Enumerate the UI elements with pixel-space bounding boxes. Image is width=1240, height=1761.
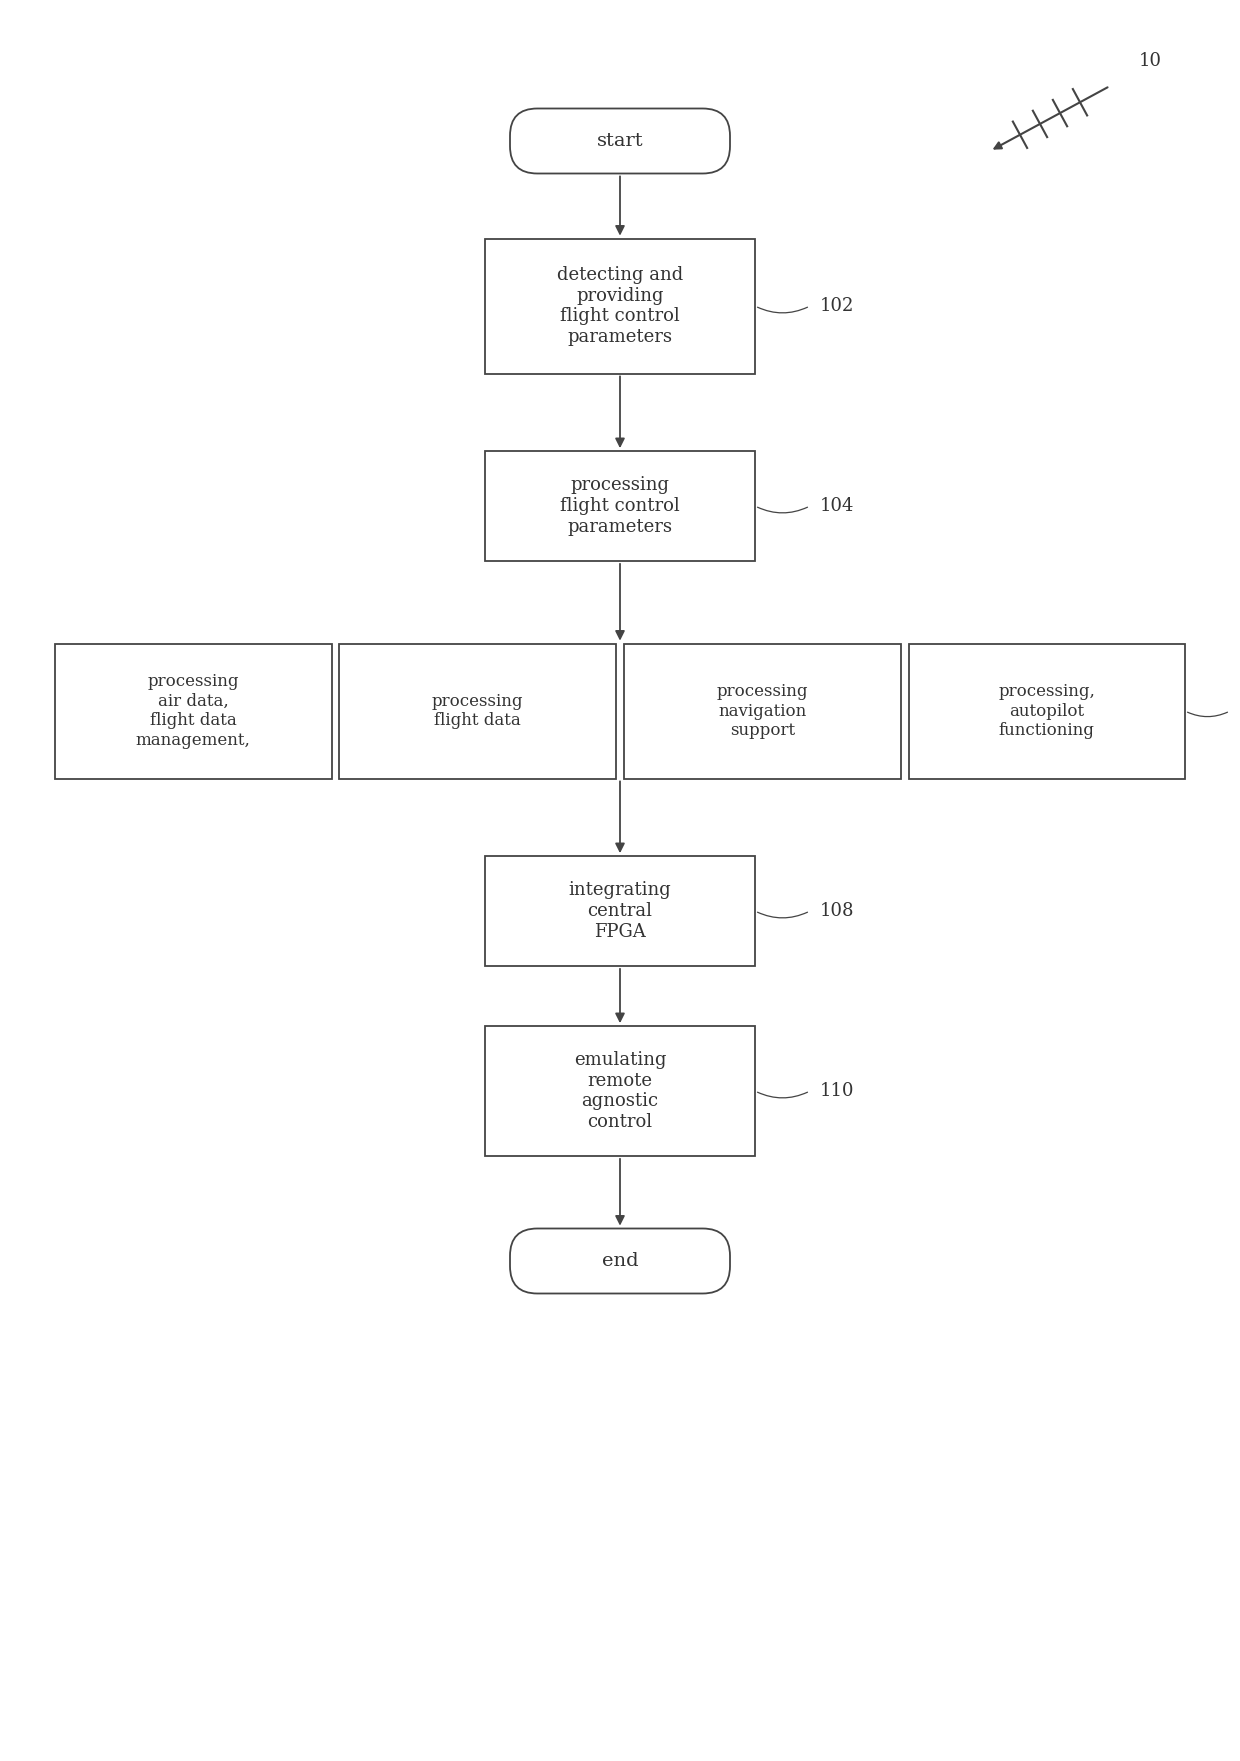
Bar [485, 238, 755, 373]
Text: 110: 110 [820, 1081, 854, 1101]
Bar [340, 643, 616, 778]
Bar [909, 643, 1185, 778]
Text: integrating
central
FPGA: integrating central FPGA [569, 880, 671, 940]
Text: 102: 102 [820, 298, 854, 315]
Text: processing
flight data: processing flight data [432, 692, 523, 729]
Text: detecting and
providing
flight control
parameters: detecting and providing flight control p… [557, 266, 683, 347]
Text: processing,
autopilot
functioning: processing, autopilot functioning [998, 683, 1095, 740]
Bar [485, 451, 755, 562]
Text: processing
navigation
support: processing navigation support [717, 683, 808, 740]
Text: end: end [601, 1252, 639, 1270]
Text: processing
air data,
flight data
management,: processing air data, flight data managem… [136, 673, 250, 748]
Bar [624, 643, 900, 778]
FancyBboxPatch shape [510, 109, 730, 174]
FancyBboxPatch shape [510, 1229, 730, 1294]
Bar [55, 643, 331, 778]
Text: emulating
remote
agnostic
control: emulating remote agnostic control [574, 1051, 666, 1131]
Bar [485, 856, 755, 967]
Text: 10: 10 [1138, 53, 1162, 70]
Text: start: start [596, 132, 644, 150]
Text: processing
flight control
parameters: processing flight control parameters [560, 475, 680, 535]
Bar [485, 1027, 755, 1155]
Text: 104: 104 [820, 497, 854, 514]
Text: 108: 108 [820, 902, 854, 919]
